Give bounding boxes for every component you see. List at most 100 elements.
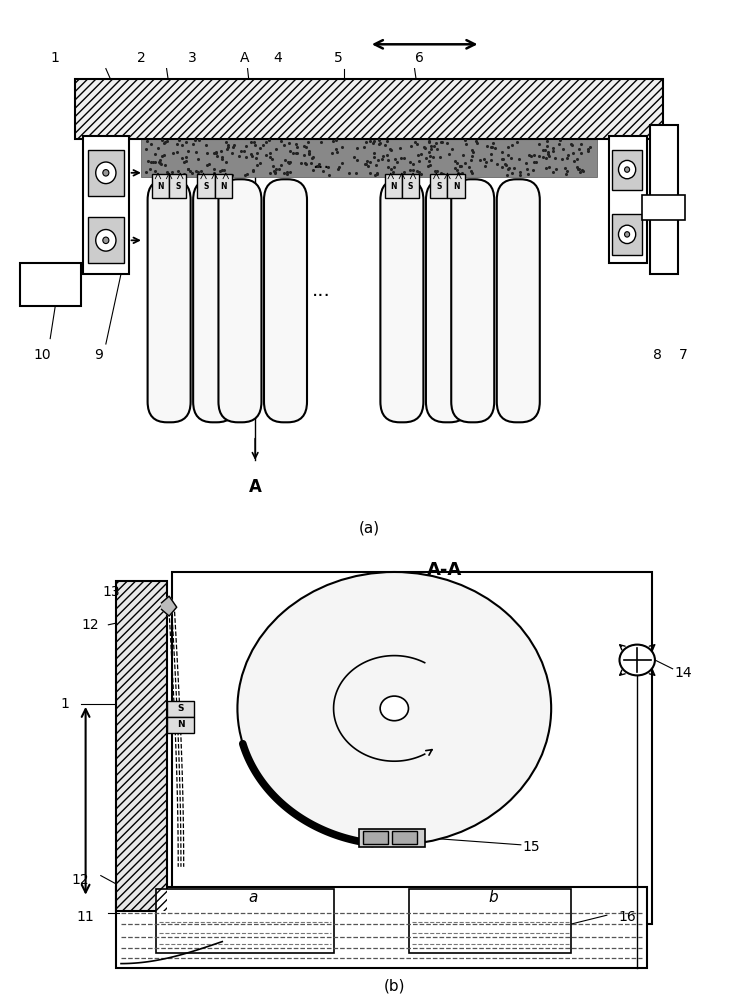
Point: [215, 143, 227, 159]
Point: [222, 137, 234, 153]
Point: [298, 138, 310, 154]
Point: [415, 146, 427, 162]
Point: [334, 159, 345, 175]
FancyBboxPatch shape: [193, 179, 236, 422]
Circle shape: [624, 167, 630, 172]
Point: [554, 132, 566, 148]
Point: [466, 165, 478, 181]
Point: [446, 141, 458, 157]
Point: [173, 132, 185, 148]
Point: [468, 144, 480, 160]
Point: [368, 133, 380, 149]
Text: A: A: [249, 478, 261, 496]
Point: [575, 145, 587, 161]
Point: [364, 154, 376, 170]
Point: [149, 146, 161, 162]
Bar: [88, 217, 123, 263]
Text: N: N: [157, 182, 164, 191]
Point: [382, 152, 394, 168]
Point: [149, 154, 161, 170]
Bar: [75, 79, 663, 139]
Point: [372, 152, 384, 168]
Point: [547, 143, 559, 159]
Point: [437, 166, 449, 182]
Point: [221, 141, 233, 157]
Text: 12: 12: [72, 873, 89, 887]
Point: [145, 136, 156, 152]
Circle shape: [103, 237, 109, 244]
Point: [164, 167, 176, 183]
Text: N: N: [176, 720, 184, 729]
Point: [295, 155, 307, 171]
Bar: [172, 572, 652, 924]
Point: [514, 164, 526, 180]
Point: [190, 144, 202, 160]
Point: [582, 141, 594, 157]
Circle shape: [624, 232, 630, 237]
Point: [351, 152, 363, 168]
Point: [361, 153, 373, 169]
Point: [562, 147, 574, 163]
Point: [269, 165, 281, 181]
Text: 14: 14: [674, 666, 692, 680]
Bar: [116, 887, 647, 968]
Point: [283, 135, 295, 151]
Point: [156, 148, 168, 164]
Point: [523, 147, 535, 163]
Point: [404, 138, 416, 154]
FancyBboxPatch shape: [426, 179, 469, 422]
Point: [573, 161, 585, 177]
Point: [155, 156, 167, 172]
Point: [424, 148, 436, 164]
Circle shape: [238, 572, 551, 845]
Point: [520, 155, 532, 171]
Point: [521, 161, 533, 177]
Point: [180, 134, 192, 150]
Point: [269, 164, 281, 180]
Point: [398, 150, 410, 166]
Point: [486, 139, 497, 155]
Point: [216, 162, 228, 178]
Point: [303, 145, 315, 161]
Point: [568, 153, 580, 169]
Point: [331, 144, 342, 160]
Point: [420, 150, 432, 166]
Point: [284, 164, 296, 180]
Text: b: b: [488, 890, 498, 905]
Point: [255, 155, 266, 171]
Point: [431, 141, 443, 157]
Point: [527, 162, 539, 178]
Point: [422, 158, 434, 174]
Bar: [83, 136, 128, 274]
FancyBboxPatch shape: [218, 179, 261, 422]
Point: [246, 163, 258, 179]
Point: [382, 159, 394, 175]
Point: [331, 132, 342, 148]
Text: 15: 15: [522, 840, 539, 854]
Text: 12: 12: [82, 618, 100, 632]
Point: [497, 151, 509, 167]
Text: A-A: A-A: [427, 561, 463, 579]
Point: [537, 142, 549, 158]
Point: [336, 139, 348, 155]
Point: [176, 150, 188, 166]
Point: [222, 139, 234, 155]
Point: [235, 143, 247, 159]
Point: [549, 150, 561, 166]
Point: [470, 133, 482, 149]
Point: [182, 161, 193, 177]
Bar: [384, 174, 402, 198]
Point: [362, 158, 373, 174]
Bar: [363, 831, 388, 844]
Point: [159, 134, 170, 150]
Point: [429, 163, 441, 179]
Point: [489, 140, 501, 156]
Point: [210, 144, 222, 160]
Bar: [612, 214, 642, 255]
Point: [226, 167, 238, 183]
Point: [264, 149, 276, 165]
Point: [201, 167, 213, 183]
Point: [247, 162, 259, 178]
Point: [140, 164, 152, 180]
Bar: [610, 136, 647, 263]
